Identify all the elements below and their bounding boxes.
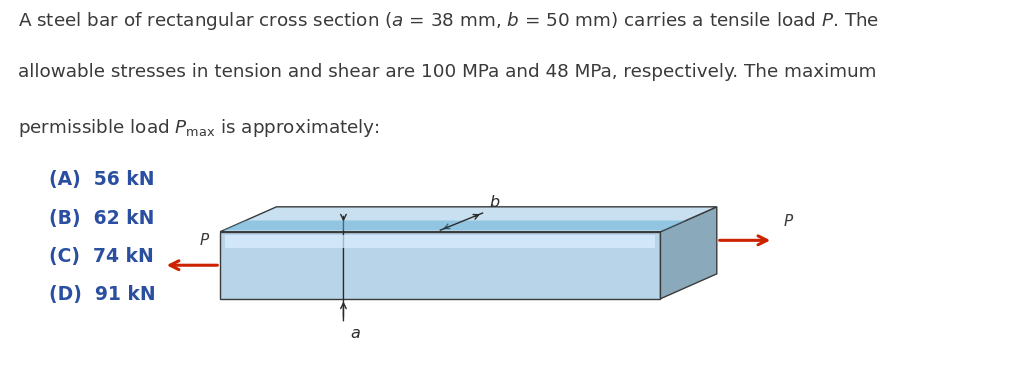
Text: (B)  62 kN: (B) 62 kN bbox=[49, 209, 155, 228]
Polygon shape bbox=[220, 232, 660, 299]
Text: (C)  74 kN: (C) 74 kN bbox=[49, 247, 154, 266]
Polygon shape bbox=[660, 207, 717, 299]
Text: (D)  91 kN: (D) 91 kN bbox=[49, 285, 156, 304]
Text: (A)  56 kN: (A) 56 kN bbox=[49, 170, 155, 190]
Text: $P$: $P$ bbox=[200, 232, 210, 248]
Text: A steel bar of rectangular cross section ($a$ = 38 mm, $b$ = 50 mm) carries a te: A steel bar of rectangular cross section… bbox=[18, 10, 880, 31]
Polygon shape bbox=[223, 221, 686, 231]
Text: allowable stresses in tension and shear are 100 MPa and 48 MPa, respectively. Th: allowable stresses in tension and shear … bbox=[18, 63, 877, 81]
Polygon shape bbox=[220, 207, 717, 232]
Polygon shape bbox=[225, 235, 655, 249]
Text: $a$: $a$ bbox=[349, 325, 360, 342]
Text: $b$: $b$ bbox=[488, 194, 500, 211]
Text: permissible load $P_{\rm max}$ is approximately:: permissible load $P_{\rm max}$ is approx… bbox=[18, 117, 380, 139]
Text: $P$: $P$ bbox=[783, 213, 794, 229]
